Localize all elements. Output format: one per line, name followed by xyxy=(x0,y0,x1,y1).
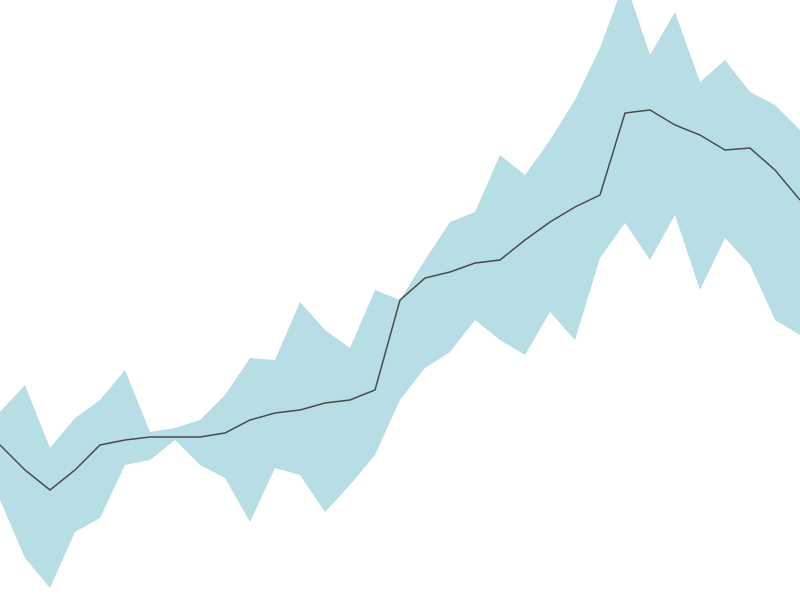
chart-svg xyxy=(0,0,800,600)
confidence-band-chart xyxy=(0,0,800,600)
confidence-band xyxy=(0,0,800,588)
